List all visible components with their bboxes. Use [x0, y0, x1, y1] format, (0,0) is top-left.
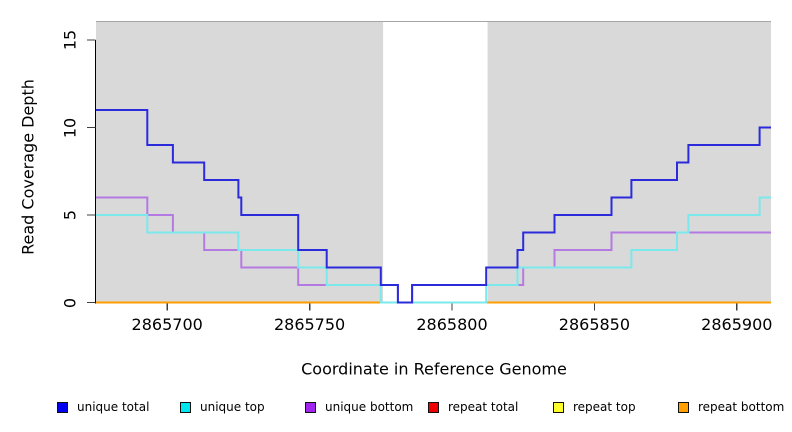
legend-label-unique-total: unique total [77, 400, 150, 414]
y-tick-label-5: 5 [60, 209, 80, 221]
x-axis-title: Coordinate in Reference Genome [301, 359, 567, 379]
legend-item-unique-bottom: unique bottom [305, 400, 413, 414]
legend-label-repeat-top: repeat top [573, 400, 636, 414]
y-axis-title: Read Coverage Depth [18, 79, 38, 255]
legend-item-repeat-bottom: repeat bottom [678, 400, 784, 414]
legend-label-unique-top: unique top [200, 400, 265, 414]
x-tick-label-2865750: 2865750 [273, 315, 346, 334]
legend-swatch-repeat-top [553, 401, 564, 413]
y-tick-label-0: 0 [60, 297, 80, 308]
series-line-unique-total [96, 109, 771, 304]
x-tick-label-2865850: 2865850 [558, 315, 631, 334]
legend-swatch-unique-total [57, 401, 68, 413]
y-tick-label-15: 15 [60, 29, 80, 51]
x-tick-label-2865800: 2865800 [416, 315, 488, 334]
x-tick-label-2865900: 2865900 [701, 315, 773, 334]
legend-swatch-unique-bottom [305, 401, 316, 413]
legend-swatch-repeat-bottom [678, 401, 689, 413]
series-line-unique-top [96, 196, 771, 304]
y-tick-label-10: 10 [60, 117, 80, 138]
legend-label-repeat-total: repeat total [448, 400, 519, 414]
highlight-band [383, 22, 488, 304]
legend-swatch-unique-top [180, 401, 191, 413]
legend-label-unique-bottom: unique bottom [325, 400, 414, 414]
legend-item-unique-total: unique total [57, 400, 149, 414]
legend-item-unique-top: unique top [180, 400, 265, 414]
legend-item-repeat-top: repeat top [553, 400, 636, 414]
legend-swatch-repeat-total [428, 401, 439, 413]
x-tick-label-2865700: 2865700 [131, 315, 203, 334]
legend-item-repeat-total: repeat total [428, 400, 518, 414]
legend-label-repeat-bottom: repeat bottom [698, 400, 785, 414]
